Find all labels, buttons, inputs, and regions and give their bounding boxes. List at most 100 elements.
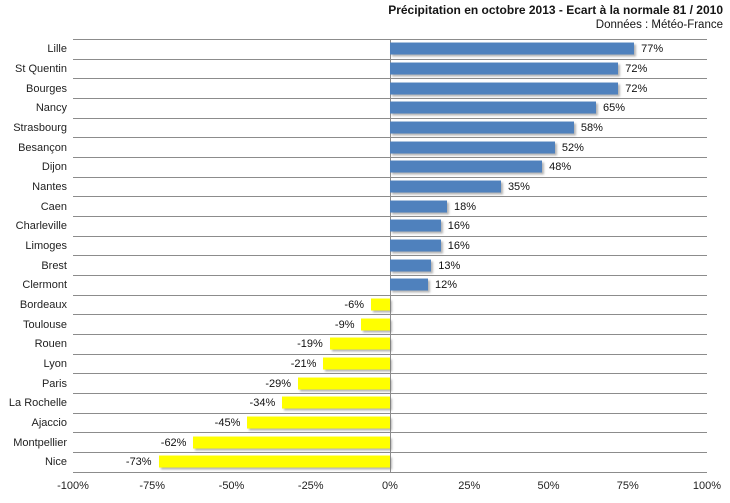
x-axis-tick-label: -50% xyxy=(218,480,245,492)
value-label: -6% xyxy=(344,298,364,311)
chart-row: Bourges 72% xyxy=(26,79,707,100)
category-label: Paris xyxy=(41,377,67,390)
chart-row: Rouen -19% xyxy=(35,335,707,355)
positive-bar xyxy=(390,101,597,114)
value-label: -34% xyxy=(249,397,276,410)
value-label: 72% xyxy=(625,82,648,95)
chart-row: Charleville 16% xyxy=(16,217,707,237)
negative-bar xyxy=(370,298,390,311)
value-label: -29% xyxy=(265,377,292,390)
chart-row: Lille 77% xyxy=(47,40,707,60)
category-label: Lille xyxy=(47,43,67,56)
value-label: -73% xyxy=(125,456,152,469)
category-label: Toulouse xyxy=(22,318,67,331)
x-axis: -100% -75% -50% -25% 0% 25% 50% 75% 100% xyxy=(57,480,721,496)
category-label: Lyon xyxy=(43,358,67,371)
chart-row: Toulouse -9% xyxy=(23,315,707,336)
negative-bar xyxy=(282,396,390,409)
value-label: -9% xyxy=(334,318,355,331)
chart-row: Paris -29% xyxy=(42,374,707,395)
negative-bar xyxy=(298,377,390,390)
category-label: Nantes xyxy=(32,181,67,194)
x-axis-tick-label: 0% xyxy=(382,480,398,492)
positive-bar xyxy=(390,278,429,291)
value-label: 72% xyxy=(625,62,648,75)
positive-bar xyxy=(390,180,501,193)
x-axis-tick-label: 50% xyxy=(537,480,560,492)
positive-bar xyxy=(390,219,441,232)
chart-row: Brest 13% xyxy=(41,256,707,277)
category-label: Brest xyxy=(41,259,67,272)
value-label: 16% xyxy=(447,220,470,233)
value-label: 58% xyxy=(580,121,603,134)
value-label: 52% xyxy=(561,141,584,154)
positive-bar xyxy=(390,141,555,154)
x-axis-tick-label: -100% xyxy=(57,480,89,492)
positive-bar xyxy=(390,160,543,173)
negative-bar xyxy=(329,337,390,350)
chart-row: Besançon 52% xyxy=(18,138,707,159)
negative-bar xyxy=(323,357,390,370)
positive-bar xyxy=(390,121,574,134)
positive-bar xyxy=(390,62,619,75)
positive-bar xyxy=(390,259,432,272)
chart-title: Précipitation en octobre 2013 - Ecart à … xyxy=(388,3,723,17)
positive-bar xyxy=(390,239,441,252)
category-label: Caen xyxy=(40,200,67,213)
value-label: 48% xyxy=(549,161,572,174)
positive-bar xyxy=(390,82,619,95)
zero-axis-line xyxy=(390,40,391,473)
chart-row: Dijon 48% xyxy=(42,158,707,178)
chart-row: Bordeaux -6% xyxy=(20,296,707,316)
category-label: Rouen xyxy=(34,338,67,351)
x-axis-tick-label: 25% xyxy=(458,480,481,492)
chart-row: Clermont 12% xyxy=(22,276,707,296)
chart-row: Montpellier -62% xyxy=(13,433,707,454)
chart-row: Nice -73% xyxy=(45,453,707,473)
category-label: Clermont xyxy=(22,279,67,292)
x-axis-tick-label: -75% xyxy=(139,480,166,492)
value-label: 65% xyxy=(603,102,626,115)
positive-bar xyxy=(390,200,448,213)
category-label: Bourges xyxy=(26,82,67,95)
category-label: Charleville xyxy=(15,220,67,233)
x-axis-tick-label: 75% xyxy=(616,480,639,492)
value-label: -21% xyxy=(290,357,317,370)
chart-row: Strasbourg 58% xyxy=(13,119,707,139)
category-label: Limoges xyxy=(25,240,67,253)
value-label: 13% xyxy=(438,259,461,272)
category-label: Nice xyxy=(44,456,67,469)
negative-bar xyxy=(193,436,390,449)
value-label: 18% xyxy=(454,200,477,213)
negative-bar xyxy=(361,318,390,331)
x-axis-tick-label: -25% xyxy=(297,480,324,492)
value-label: -19% xyxy=(297,338,323,351)
chart-row: Ajaccio -45% xyxy=(32,414,707,434)
value-label: 77% xyxy=(641,43,664,56)
chart-row: Lyon -21% xyxy=(44,355,707,375)
chart-row: Nantes 35% xyxy=(32,178,707,198)
chart-subtitle: Données : Météo-France xyxy=(595,19,723,31)
category-label: Besançon xyxy=(18,141,67,154)
negative-bar xyxy=(247,416,390,429)
chart-row: Limoges 16% xyxy=(25,237,707,257)
category-label: Montpellier xyxy=(13,436,67,449)
negative-bar xyxy=(158,455,390,468)
plot-area: Lille 77% St Quentin 72% Bourges 72% Nancy 65% S… xyxy=(9,39,707,473)
value-label: 35% xyxy=(507,180,530,193)
positive-bar xyxy=(390,42,635,55)
x-axis-tick-label: 100% xyxy=(692,480,722,492)
chart-row: St Quentin 72% xyxy=(15,60,707,80)
category-label: Strasbourg xyxy=(13,122,67,135)
category-label: Dijon xyxy=(41,161,67,174)
value-label: -45% xyxy=(214,416,241,429)
category-label: Ajaccio xyxy=(31,417,67,430)
value-label: 12% xyxy=(435,279,458,292)
chart-row: Nancy 65% xyxy=(36,99,707,119)
chart-row: La Rochelle -34% xyxy=(9,394,707,414)
category-label: Nancy xyxy=(35,102,67,115)
chart-row: Caen 18% xyxy=(41,197,707,218)
value-label: -62% xyxy=(160,436,187,449)
category-label: St Quentin xyxy=(15,63,67,75)
category-label: La Rochelle xyxy=(8,397,67,410)
